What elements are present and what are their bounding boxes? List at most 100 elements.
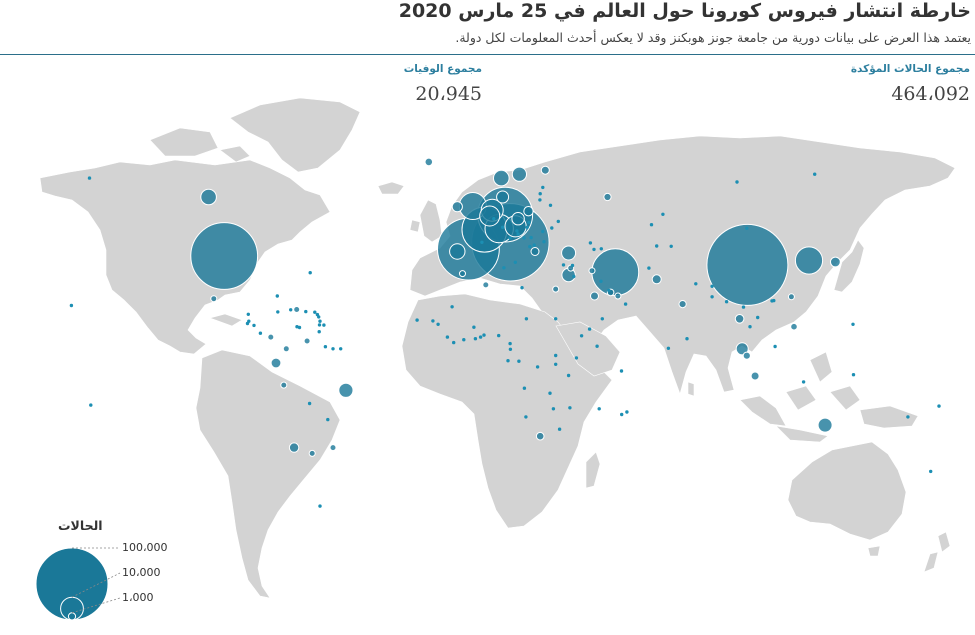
small-case-marker [538, 192, 542, 196]
small-case-marker [625, 410, 629, 414]
bubble-iceland [424, 157, 434, 167]
small-case-marker [516, 232, 520, 236]
small-case-marker [572, 274, 576, 279]
small-case-marker [532, 243, 536, 247]
small-case-marker [415, 318, 419, 322]
small-case-marker [436, 322, 440, 326]
small-case-marker [619, 369, 624, 373]
bubble-colombia [282, 345, 290, 353]
small-case-marker [522, 386, 527, 390]
small-case-marker [710, 284, 714, 288]
bubble-japan [830, 256, 841, 268]
confirmed-cases-stat: مجموع الحالات المؤكدة 464،092 [483, 54, 975, 105]
small-case-marker [317, 323, 322, 327]
legend-label-1k: 1،000 [122, 591, 154, 604]
land-arabia [555, 321, 621, 377]
small-case-marker [655, 244, 659, 248]
legend-title: الحالات [58, 518, 103, 533]
small-case-marker [574, 356, 579, 360]
small-case-marker [258, 331, 263, 335]
total-deaths-label: مجموع الوفيات [403, 63, 482, 75]
small-case-marker [508, 341, 512, 346]
bubble-china [706, 223, 789, 306]
small-case-marker [527, 220, 531, 225]
small-case-marker [666, 346, 671, 350]
land-australia [787, 441, 907, 541]
land-layer [39, 97, 956, 599]
bubble-norway [493, 169, 510, 187]
small-case-marker [741, 305, 746, 309]
bubble-morocco [459, 270, 466, 278]
small-case-marker [297, 325, 302, 330]
small-case-marker [694, 282, 698, 286]
small-case-marker [623, 302, 628, 306]
small-case-marker [308, 271, 312, 275]
land-iceland [377, 181, 405, 195]
small-case-marker [87, 176, 92, 180]
bubble-finland [540, 165, 550, 175]
bubble-venezuela [303, 337, 311, 345]
bubble-uruguay [329, 444, 337, 452]
small-case-marker [452, 340, 456, 345]
legend-circle-0 [35, 547, 109, 621]
small-case-marker [331, 347, 335, 351]
bubble-australia [817, 417, 833, 433]
small-case-marker [669, 244, 673, 248]
small-case-marker [937, 404, 941, 408]
small-case-marker [506, 359, 510, 363]
small-case-marker [69, 303, 74, 308]
small-case-marker [497, 333, 501, 338]
bubble-philippines [790, 322, 798, 331]
small-case-marker [480, 240, 484, 244]
bubble-russia [603, 192, 612, 202]
small-case-marker [551, 407, 556, 411]
small-case-marker [522, 236, 526, 240]
small-case-marker [322, 323, 326, 327]
small-case-marker [313, 310, 317, 314]
small-case-marker [275, 294, 279, 298]
small-case-marker [528, 244, 532, 249]
small-case-marker [524, 415, 528, 419]
small-case-marker [748, 325, 752, 329]
small-case-marker [745, 226, 749, 230]
small-case-marker [554, 353, 558, 358]
small-case-marker [502, 266, 506, 270]
bubble-saudi-arabia [590, 291, 599, 301]
small-case-marker [538, 198, 542, 202]
small-case-marker [529, 235, 533, 240]
small-case-marker [851, 373, 856, 377]
land-arctic-islands [149, 127, 251, 163]
bubble-denmark [496, 190, 510, 204]
land-sri-lanka [687, 381, 695, 397]
small-case-marker [851, 322, 855, 326]
small-case-marker [929, 469, 933, 474]
bubble-canada [200, 188, 217, 206]
small-case-marker [724, 300, 729, 304]
page-subtitle: يعتمد هذا العرض على بيانات دورية من جامع… [455, 30, 971, 45]
small-case-marker [773, 344, 777, 349]
legend-label-100k: 100،000 [122, 541, 168, 554]
small-case-marker [304, 309, 308, 314]
small-case-marker [620, 412, 624, 417]
small-case-marker [500, 225, 505, 229]
small-case-marker [541, 229, 545, 234]
bubble-ecuador [270, 357, 282, 369]
small-case-marker [472, 325, 476, 329]
small-case-marker [317, 330, 321, 334]
bubble-poland [523, 206, 534, 217]
small-case-marker [548, 391, 552, 395]
small-case-marker [561, 263, 566, 267]
bubble-egypt [552, 285, 560, 293]
small-case-marker [478, 335, 483, 339]
small-case-marker [906, 415, 910, 419]
land-cuba [209, 313, 243, 327]
confirmed-cases-value: 464،092 [891, 83, 970, 105]
legend-label-10k: 10،000 [122, 566, 161, 579]
small-case-marker [535, 365, 540, 369]
small-case-marker [597, 407, 601, 411]
land-tasmania [867, 545, 881, 557]
small-case-marker [556, 219, 560, 224]
small-case-marker [339, 347, 343, 351]
small-case-marker [245, 321, 250, 326]
small-case-marker [89, 403, 93, 407]
